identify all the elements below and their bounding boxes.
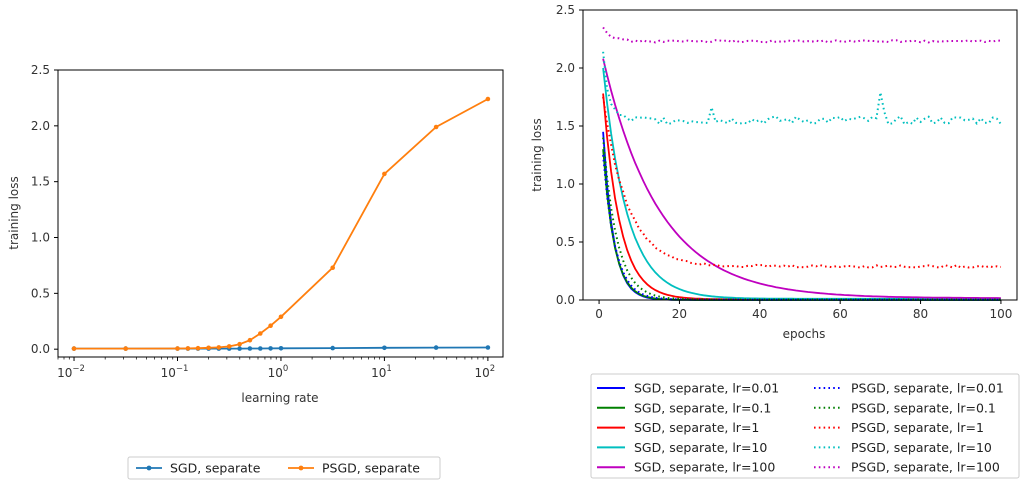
- left-point-psgd-separate-1: [123, 346, 128, 351]
- right-legend-label-sgd-separate-lr-1: SGD, separate, lr=1: [634, 420, 759, 435]
- right-series-sgd-separate-lr-1: [602, 93, 1001, 301]
- left-legend-frame: [127, 456, 441, 480]
- right-y-tick-label: 1.0: [556, 177, 575, 191]
- right-x-tick-label: 80: [913, 307, 928, 321]
- right-legend-label-sgd-separate-lr-10: SGD, separate, lr=10: [634, 440, 767, 455]
- right-legend-label-psgd-separate-lr-1: PSGD, separate, lr=1: [851, 420, 984, 435]
- left-y-tick-label: 1.0: [31, 231, 50, 245]
- left-point-psgd-separate-11: [268, 323, 273, 329]
- left-x-tick-label: 100: [268, 364, 289, 380]
- left-point-psgd-separate-4: [195, 345, 201, 351]
- right-x-tick-label: 60: [833, 307, 848, 321]
- right-y-tick-label: 0.5: [556, 235, 575, 249]
- right-x-axis-title: epochs: [783, 327, 826, 341]
- right-series-psgd-separate-lr-0-01: [602, 154, 1001, 301]
- right-legend: SGD, separate, lr=0.01 SGD, separate, lr=…: [590, 373, 1020, 479]
- right-x-tick-label: 40: [752, 307, 767, 321]
- left-plot-frame: [57, 69, 504, 358]
- left-point-psgd-separate-12: [278, 314, 284, 320]
- left-point-sgd-separate-11: [268, 346, 273, 351]
- left-y-tick-label: 2.5: [31, 63, 50, 77]
- right-y-tick-label: 2.0: [556, 61, 575, 75]
- left-point-psgd-separate-15: [433, 124, 439, 130]
- right-plot-lines: [602, 26, 1002, 301]
- right-series-psgd-separate-lr-100: [602, 26, 1001, 44]
- left-point-psgd-separate-3: [185, 346, 191, 351]
- right-x-tick-label: 20: [672, 307, 687, 321]
- left-point-sgd-separate-8: [237, 346, 242, 351]
- left-point-psgd-separate-7: [226, 344, 232, 349]
- left-y-tick-label: 2.0: [31, 119, 50, 133]
- right-legend-label-sgd-separate-lr-0-1: SGD, separate, lr=0.1: [634, 400, 771, 415]
- right-series-sgd-separate-lr-10: [602, 67, 1001, 300]
- left-series-line-psgd-separate: [74, 98, 489, 350]
- left-x-tick-label: 10−2: [57, 364, 85, 380]
- left-legend-items: SGD, separate PSGD, separate: [136, 461, 420, 476]
- right-series-psgd-separate-lr-0-1: [602, 137, 1001, 301]
- left-legend-label-sgd-separate: SGD, separate: [170, 461, 261, 476]
- right-legend-label-psgd-separate-lr-0-1: PSGD, separate, lr=0.1: [851, 400, 996, 415]
- left-point-sgd-separate-14: [382, 345, 387, 351]
- right-series-sgd-separate-lr-0-1: [602, 149, 1001, 301]
- left-point-sgd-separate-16: [485, 345, 491, 350]
- left-point-psgd-separate-16: [485, 96, 491, 102]
- left-legend: SGD, separate PSGD, separate: [127, 456, 441, 480]
- left-point-psgd-separate-5: [206, 345, 211, 351]
- right-legend-label-psgd-separate-lr-10: PSGD, separate, lr=10: [851, 440, 992, 455]
- left-legend-marker-sgd-separate: [146, 465, 152, 471]
- right-legend-frame: [590, 373, 1020, 479]
- left-point-sgd-separate-9: [247, 346, 253, 351]
- left-y-tick-label: 0.5: [31, 286, 50, 300]
- right-legend-label-sgd-separate-lr-100: SGD, separate, lr=100: [634, 460, 775, 475]
- left-point-sgd-separate-13: [330, 345, 336, 351]
- left-y-axis-title: training loss: [7, 176, 21, 249]
- right-legend-items: SGD, separate, lr=0.01 SGD, separate, lr=…: [597, 381, 1004, 475]
- right-legend-label-sgd-separate-lr-0-01: SGD, separate, lr=0.01: [634, 381, 779, 396]
- left-point-psgd-separate-9: [247, 337, 253, 343]
- left-point-sgd-separate-10: [258, 346, 263, 351]
- right-y-ticks: 0.0 0.5 1.0 1.5 2.0 2.5: [556, 3, 583, 307]
- left-point-psgd-separate-6: [216, 345, 222, 350]
- right-y-axis-title: training loss: [530, 118, 544, 191]
- left-x-tick-label: 10−1: [161, 364, 189, 380]
- right-x-tick-label: 0: [595, 307, 603, 321]
- left-legend-marker-psgd-separate: [298, 465, 304, 471]
- right-y-tick-label: 1.5: [556, 119, 575, 133]
- left-y-ticks: 0.0 0.5 1.0 1.5 2.0 2.5: [31, 63, 58, 356]
- right-series-sgd-separate-lr-100: [602, 58, 1001, 299]
- left-y-tick-label: 0.0: [31, 342, 50, 356]
- left-x-axis-title: learning rate: [241, 391, 318, 405]
- right-series-psgd-separate-lr-10: [602, 51, 1002, 126]
- right-legend-label-psgd-separate-lr-0-01: PSGD, separate, lr=0.01: [851, 381, 1004, 396]
- left-point-psgd-separate-13: [330, 265, 336, 271]
- left-point-psgd-separate-14: [382, 171, 387, 177]
- left-legend-label-psgd-separate: PSGD, separate: [322, 461, 420, 476]
- right-legend-label-psgd-separate-lr-100: PSGD, separate, lr=100: [851, 460, 1000, 475]
- left-x-tick-label: 101: [371, 364, 392, 380]
- left-point-psgd-separate-0: [71, 346, 77, 351]
- right-y-tick-label: 2.5: [556, 3, 575, 17]
- left-y-tick-label: 1.5: [31, 175, 50, 189]
- right-y-tick-label: 0.0: [556, 293, 575, 307]
- right-series-psgd-separate-lr-1: [602, 96, 1002, 269]
- left-point-psgd-separate-10: [258, 331, 263, 336]
- left-plot-lines: [71, 96, 491, 351]
- right-plot-frame: [582, 9, 1018, 301]
- right-x-tick-label: 100: [989, 307, 1012, 321]
- left-x-tick-label: 102: [475, 364, 496, 380]
- right-x-ticks: 0 20 40 60 80 100: [595, 300, 1012, 321]
- left-chart: 10−2 10−1 100 101 102 0.0 0.5 1.0 1.5 2.0 2.5 lea…: [7, 63, 504, 480]
- left-point-psgd-separate-8: [237, 341, 242, 347]
- left-point-psgd-separate-2: [175, 346, 180, 351]
- right-chart: 0 20 40 60 80 100 0.0 0.5 1.0 1.5 2.0 2.5 epochs t…: [530, 3, 1020, 479]
- left-point-sgd-separate-15: [433, 345, 439, 350]
- left-point-sgd-separate-12: [278, 346, 284, 351]
- left-series-psgd-separate: [71, 96, 491, 351]
- left-x-ticks: 10−2 10−1 100 101 102: [57, 357, 495, 380]
